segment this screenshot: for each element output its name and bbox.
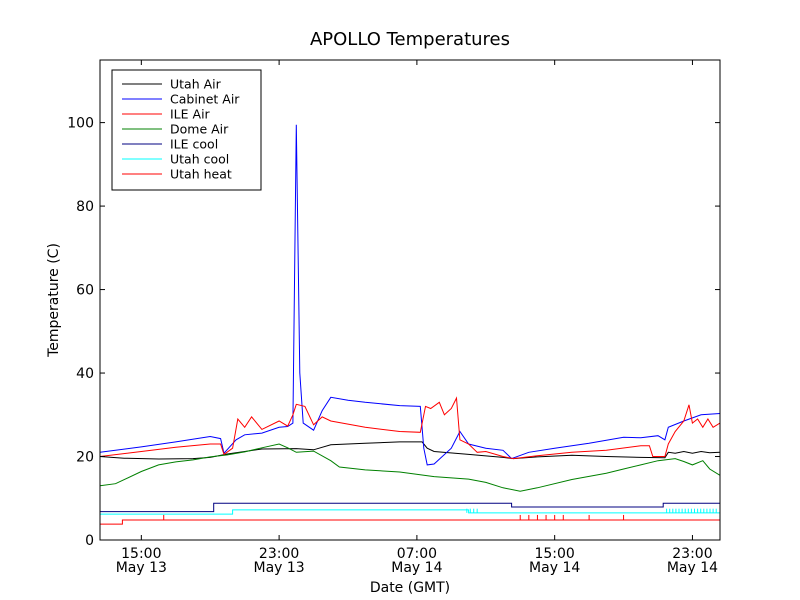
x-axis-label: Date (GMT) bbox=[370, 580, 450, 596]
x-tick-label: 07:00 bbox=[397, 546, 437, 562]
series-line-cabinet-air bbox=[100, 124, 720, 466]
x-tick-sublabel: May 14 bbox=[667, 560, 718, 576]
decor-layer bbox=[163, 508, 717, 520]
y-tick-label: 80 bbox=[76, 199, 94, 215]
x-tick-label: 15:00 bbox=[121, 546, 161, 562]
chart-title: APOLLO Temperatures bbox=[310, 29, 510, 50]
series-layer bbox=[100, 124, 720, 525]
series-line-ile-cool bbox=[100, 502, 720, 513]
series-line-utah-heat bbox=[100, 519, 720, 525]
y-tick-label: 20 bbox=[76, 450, 94, 466]
y-tick-label: 100 bbox=[67, 116, 94, 132]
x-tick-label: 23:00 bbox=[259, 546, 299, 562]
legend-label-utah-cool: Utah cool bbox=[170, 152, 229, 167]
legend-label-dome-air: Dome Air bbox=[170, 122, 229, 137]
x-tick-label: 23:00 bbox=[672, 546, 712, 562]
x-tick-sublabel: May 13 bbox=[254, 560, 305, 576]
legend-label-ile-air: ILE Air bbox=[170, 107, 211, 122]
y-tick-label: 0 bbox=[85, 533, 94, 549]
legend-label-ile-cool: ILE cool bbox=[170, 137, 218, 152]
legend-label-utah-heat: Utah heat bbox=[170, 167, 232, 182]
x-tick-sublabel: May 13 bbox=[116, 560, 167, 576]
plot-frame bbox=[99, 59, 721, 541]
y-tick-label: 60 bbox=[76, 283, 94, 299]
y-tick-label: 40 bbox=[76, 366, 94, 382]
legend-box bbox=[111, 69, 262, 191]
y-axis: 0 20 40 60 80 100 bbox=[67, 116, 720, 549]
legend-label-cabinet-air: Cabinet Air bbox=[170, 92, 240, 107]
x-tick-sublabel: May 14 bbox=[529, 560, 580, 576]
legend-label-utah-air: Utah Air bbox=[170, 77, 222, 92]
series-line-utah-cool bbox=[100, 509, 720, 515]
series-line-ile-air bbox=[100, 396, 720, 460]
x-tick-label: 15:00 bbox=[534, 546, 574, 562]
series-line-dome-air bbox=[100, 443, 720, 492]
y-axis-label: Temperature (C) bbox=[46, 243, 62, 358]
x-tick-sublabel: May 14 bbox=[391, 560, 442, 576]
